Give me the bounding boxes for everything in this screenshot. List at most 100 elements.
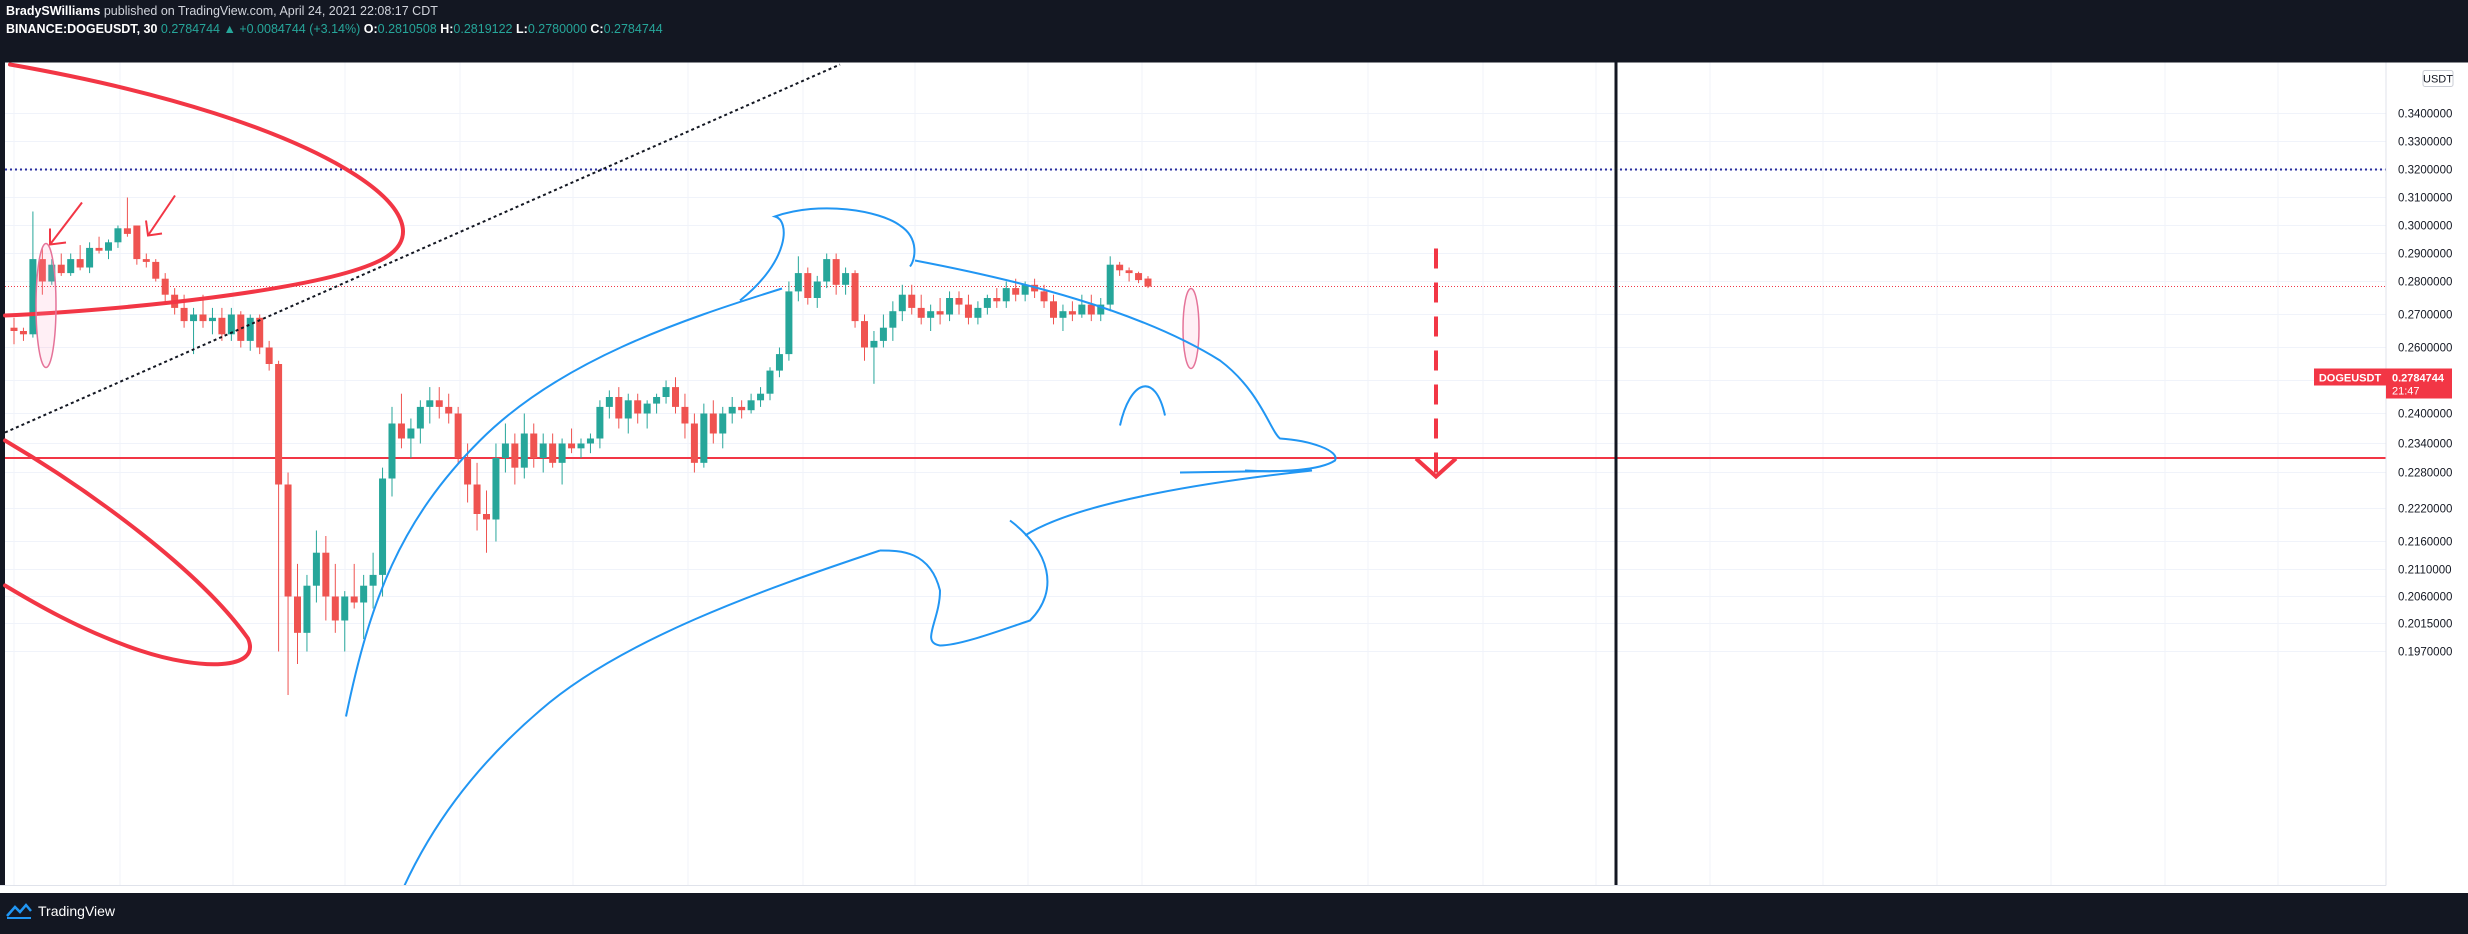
open-label: O:	[363, 22, 378, 36]
red-ellipse-bottom	[3, 438, 252, 667]
candle-body	[331, 596, 339, 621]
candle-body	[95, 247, 103, 251]
candle-body	[388, 423, 396, 479]
candle-body	[161, 278, 169, 295]
candle-body	[492, 458, 500, 520]
candle-body	[851, 273, 859, 322]
candle-body	[700, 413, 708, 463]
candle-body	[624, 400, 632, 419]
candle-body	[898, 294, 906, 312]
candle-body	[596, 406, 604, 439]
high-label: H:	[440, 22, 454, 36]
price-tick-label: 0.2220000	[2398, 504, 2452, 516]
blue-small-hump	[1119, 385, 1166, 426]
candle-body	[1021, 284, 1029, 295]
price-chart[interactable]: USDT 0.3400000 0.3300000 0.3200000 0.310000…	[0, 42, 2468, 934]
candle-body	[558, 443, 566, 463]
candle-body	[483, 514, 490, 520]
candle-body	[294, 596, 301, 633]
candle-body	[416, 406, 424, 429]
chart-background	[5, 62, 2468, 914]
candle-body	[983, 298, 991, 308]
candle-body	[823, 259, 831, 282]
author-name[interactable]: BradySWilliams	[6, 4, 101, 18]
arrow-2	[147, 194, 176, 237]
price-tick-label: 0.1970000	[2398, 647, 2452, 659]
candle-body	[568, 443, 576, 449]
candle-body	[1059, 311, 1067, 318]
candle-body	[426, 400, 434, 407]
candle-body	[870, 340, 878, 348]
candle-body	[908, 294, 916, 308]
candle-body	[10, 327, 18, 331]
blue-tail	[879, 519, 1049, 647]
candle-body	[804, 273, 812, 298]
candle-body	[605, 397, 613, 407]
candle-body	[1144, 278, 1152, 287]
candle-body	[397, 423, 405, 439]
candle-body	[67, 259, 75, 274]
candle-body	[1078, 304, 1086, 315]
candle-body	[227, 314, 235, 335]
candle-body	[738, 406, 746, 411]
candle-body	[246, 317, 254, 341]
candle-body	[312, 552, 320, 586]
currency-label: USDT	[2423, 74, 2453, 86]
candle-body	[256, 317, 264, 348]
candle-body	[615, 397, 623, 419]
candle-body	[1050, 301, 1057, 318]
candle-body	[861, 321, 868, 348]
tradingview-brand[interactable]: TradingView	[6, 903, 115, 919]
price-axis-bg	[2386, 62, 2468, 886]
published-text: published on TradingView.com, April 24, …	[103, 4, 438, 18]
chart-header: BradySWilliams published on TradingView.…	[0, 0, 2468, 42]
price-tick-label: 0.3000000	[2398, 221, 2452, 233]
high-value: 0.2819122	[453, 22, 513, 36]
candle-body	[1040, 291, 1048, 302]
candle-body	[842, 273, 850, 285]
blue-fin	[739, 207, 916, 302]
blue-curve-upper	[345, 287, 783, 717]
candle-body	[379, 478, 387, 575]
pink-oval-left	[35, 242, 57, 369]
candle-body	[142, 259, 150, 262]
candle-body	[672, 387, 679, 407]
candle-body	[747, 400, 755, 411]
candle-body	[1125, 270, 1133, 274]
candle-body	[794, 273, 802, 292]
candle-body	[1087, 304, 1095, 315]
interval: 30	[143, 22, 158, 36]
candle-body	[218, 317, 226, 335]
price-tick-label: 0.2400000	[2398, 409, 2452, 421]
tradingview-logo-icon	[6, 903, 32, 919]
candle-body	[993, 298, 1001, 302]
candle-body	[152, 261, 160, 279]
candle-body	[643, 403, 651, 414]
close-label: C:	[590, 22, 604, 36]
candle-body	[133, 225, 141, 260]
last-price-tag: 0.2784744	[2392, 373, 2445, 385]
red-drawings	[3, 62, 405, 667]
symbol-tag: DOGEUSDT	[2319, 373, 2382, 385]
candle-body	[57, 264, 65, 274]
symbol-name[interactable]: BINANCE:DOGEUSDT	[6, 22, 137, 36]
candle-body	[350, 596, 358, 603]
candle-body	[832, 259, 840, 285]
candle-body	[586, 438, 594, 444]
red-down-arrow	[1414, 248, 1458, 480]
candle-body	[464, 458, 472, 485]
candle-body	[76, 259, 84, 268]
price-tick-label: 0.2280000	[2398, 468, 2452, 480]
price-tick-label: 0.2600000	[2398, 343, 2452, 355]
open-value: 0.2810508	[377, 22, 437, 36]
candle-body	[653, 397, 661, 404]
last-value: 0.2784744	[160, 22, 220, 36]
candle-body	[341, 596, 349, 621]
brand-label: TradingView	[38, 903, 116, 919]
low-value: 0.2780000	[527, 22, 587, 36]
candle-body	[530, 433, 538, 458]
countdown: 21:47	[2392, 386, 2420, 398]
pink-ovals	[35, 242, 1200, 370]
candle-body	[936, 311, 944, 315]
currency-box[interactable]	[2422, 70, 2454, 87]
